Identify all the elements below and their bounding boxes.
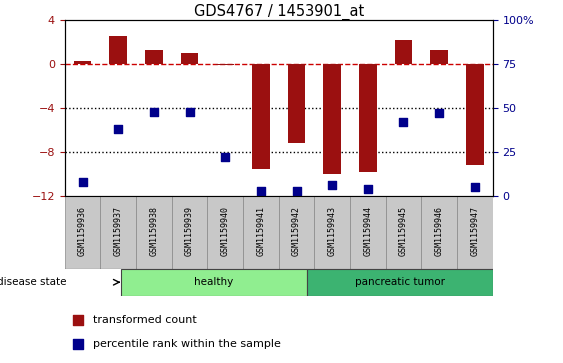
Point: [114, 126, 123, 132]
Text: transformed count: transformed count: [92, 315, 196, 325]
Bar: [65, 196, 100, 269]
Point: [149, 109, 158, 114]
Point: [78, 179, 87, 185]
Bar: [109, 36, 127, 64]
Text: GSM1159938: GSM1159938: [149, 206, 158, 256]
Text: GSM1159937: GSM1159937: [114, 206, 123, 256]
Bar: [466, 64, 484, 165]
Point: [221, 154, 230, 160]
Point: [363, 186, 372, 192]
Text: percentile rank within the sample: percentile rank within the sample: [92, 339, 280, 349]
Bar: [288, 64, 305, 143]
Point: [256, 188, 265, 193]
Bar: [307, 269, 493, 296]
Text: GSM1159945: GSM1159945: [399, 206, 408, 256]
Bar: [120, 269, 307, 296]
Point: [292, 188, 301, 193]
Bar: [457, 196, 493, 269]
Text: GSM1159942: GSM1159942: [292, 206, 301, 256]
Point: [185, 109, 194, 114]
Text: GSM1159944: GSM1159944: [363, 206, 372, 256]
Point: [399, 119, 408, 125]
Point: [328, 183, 337, 188]
Bar: [252, 64, 270, 168]
Bar: [350, 196, 386, 269]
Bar: [386, 196, 421, 269]
Text: GSM1159947: GSM1159947: [470, 206, 479, 256]
Text: healthy: healthy: [194, 277, 233, 287]
Point: [73, 341, 82, 347]
Text: GSM1159943: GSM1159943: [328, 206, 337, 256]
Bar: [100, 196, 136, 269]
Bar: [207, 196, 243, 269]
Text: pancreatic tumor: pancreatic tumor: [355, 277, 445, 287]
Bar: [314, 196, 350, 269]
Bar: [395, 40, 412, 64]
Bar: [172, 196, 207, 269]
Bar: [243, 196, 279, 269]
Title: GDS4767 / 1453901_at: GDS4767 / 1453901_at: [194, 4, 364, 20]
Bar: [359, 64, 377, 172]
Text: GSM1159946: GSM1159946: [435, 206, 444, 256]
Text: disease state: disease state: [0, 277, 66, 287]
Text: GSM1159936: GSM1159936: [78, 206, 87, 256]
Bar: [74, 61, 91, 64]
Point: [470, 184, 479, 190]
Point: [435, 110, 444, 116]
Bar: [421, 196, 457, 269]
Bar: [279, 196, 314, 269]
Bar: [145, 50, 163, 64]
Bar: [136, 196, 172, 269]
Bar: [181, 53, 198, 64]
Bar: [430, 50, 448, 64]
Text: GSM1159940: GSM1159940: [221, 206, 230, 256]
Bar: [216, 64, 234, 65]
Text: GSM1159941: GSM1159941: [256, 206, 265, 256]
Bar: [323, 64, 341, 174]
Point: [73, 317, 82, 323]
Text: GSM1159939: GSM1159939: [185, 206, 194, 256]
